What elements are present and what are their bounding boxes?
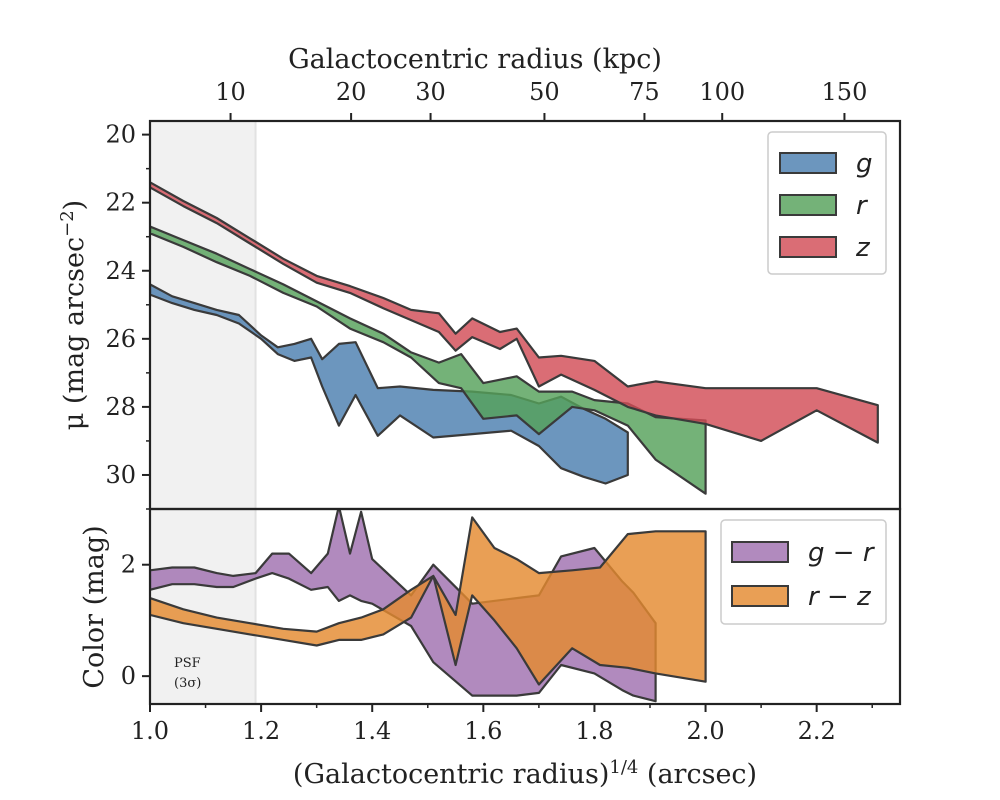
legend-swatch-r bbox=[779, 194, 837, 216]
top-axis-tick-label: 150 bbox=[822, 78, 868, 106]
top-panel-series bbox=[150, 181, 879, 495]
xtick-label: 1.0 bbox=[131, 717, 169, 745]
legend-swatch-g-r bbox=[731, 541, 789, 563]
legend-label-r: r bbox=[856, 191, 869, 221]
top-ytick-label: 30 bbox=[105, 461, 136, 489]
top-axis-tick-label: 75 bbox=[629, 78, 660, 106]
xtick-label: 2.0 bbox=[686, 717, 724, 745]
band-z bbox=[150, 181, 879, 444]
top-ytick-label: 24 bbox=[105, 257, 136, 285]
xtick-label: 1.2 bbox=[242, 717, 280, 745]
bottom-ytick-label: 0 bbox=[121, 662, 136, 690]
bottom-y-axis-title: Color (mag) bbox=[79, 525, 110, 688]
legend-swatch-z bbox=[779, 236, 837, 258]
top-ytick-label: 20 bbox=[105, 121, 136, 149]
legend-swatch-r-z bbox=[731, 585, 789, 607]
top-axis-title: Galactocentric radius (kpc) bbox=[288, 44, 662, 75]
psf-label-sigma: (3σ) bbox=[174, 676, 201, 691]
top-axis-tick-label: 10 bbox=[215, 78, 246, 106]
x-axis-title: (Galactocentric radius)1/4 (arcsec) bbox=[293, 757, 757, 790]
top-axis-tick-label: 100 bbox=[699, 78, 745, 106]
legend-label-g: g bbox=[856, 149, 873, 179]
bottom-ytick-label: 2 bbox=[121, 551, 136, 579]
legend-label-g-r: g − r bbox=[808, 538, 876, 568]
band-g bbox=[150, 283, 629, 485]
top-axis-tick-label: 30 bbox=[415, 78, 446, 106]
band-r bbox=[150, 225, 707, 495]
bottom-panel-series bbox=[150, 509, 707, 703]
top-axis-tick-label: 50 bbox=[529, 78, 560, 106]
top-ytick-label: 26 bbox=[105, 325, 136, 353]
legend-label-z: z bbox=[855, 233, 871, 263]
xtick-label: 2.2 bbox=[798, 717, 836, 745]
legend-label-r-z: r − z bbox=[808, 582, 872, 612]
xtick-label: 1.8 bbox=[575, 717, 613, 745]
bottom-panel-frame bbox=[148, 507, 902, 706]
psf-label: PSF bbox=[174, 656, 201, 671]
top-y-axis-title: μ (mag arcsec−2) bbox=[57, 200, 90, 430]
xtick-label: 1.4 bbox=[353, 717, 391, 745]
top-ytick-label: 22 bbox=[105, 189, 136, 217]
legend-swatch-g bbox=[779, 152, 837, 174]
top-axis-tick-label: 20 bbox=[336, 78, 367, 106]
band-color-r-z bbox=[150, 516, 707, 686]
xtick-label: 1.6 bbox=[464, 717, 502, 745]
top-ytick-label: 28 bbox=[105, 393, 136, 421]
